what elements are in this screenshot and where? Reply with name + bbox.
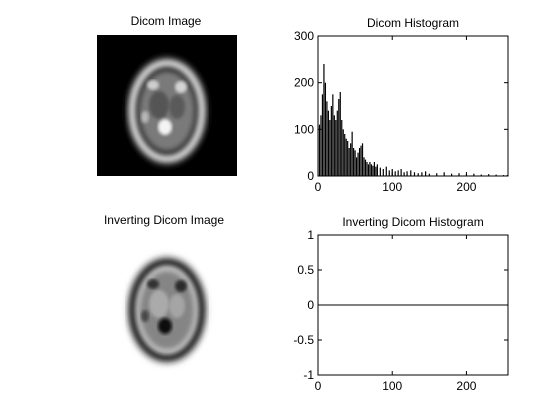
dicom-histogram-bar bbox=[443, 172, 445, 176]
inverted-histogram-title: Inverting Dicom Histogram bbox=[342, 215, 483, 229]
inverted-histogram-ytick-label: -0.5 bbox=[293, 333, 314, 347]
inverted-histogram-xtick-label: 200 bbox=[456, 379, 476, 393]
dicom-histogram-bar bbox=[400, 169, 402, 176]
dicom-histogram-bar bbox=[428, 173, 430, 176]
dicom-histogram-bar bbox=[332, 94, 334, 176]
dicom-histogram-bar bbox=[370, 164, 373, 176]
inverted-histogram-xtick-label: 0 bbox=[315, 379, 322, 393]
dicom-histogram-bar bbox=[338, 99, 340, 176]
dicom-histogram-bar bbox=[375, 166, 377, 176]
dicom-histogram-bar bbox=[360, 145, 362, 176]
dicom-histogram-title: Dicom Histogram bbox=[367, 16, 459, 30]
dicom-histogram-bar bbox=[373, 162, 376, 176]
dicom-histogram-bar bbox=[369, 162, 371, 176]
dicom-histogram-bar bbox=[351, 131, 353, 176]
dicom-histogram-xtick-label: 100 bbox=[382, 180, 402, 194]
dicom-histogram-bar bbox=[488, 174, 490, 176]
inverted-image-render bbox=[97, 234, 237, 375]
dicom-histogram-bar bbox=[350, 143, 352, 176]
dicom-histogram-bar bbox=[425, 171, 427, 176]
dicom-histogram-bar bbox=[364, 159, 367, 176]
inverted-histogram-ytick-label: 0 bbox=[307, 298, 314, 312]
dicom-histogram-bar bbox=[366, 162, 368, 176]
dicom-histogram-bar bbox=[347, 141, 349, 176]
dicom-histogram-ytick-label: 300 bbox=[294, 29, 314, 43]
dicom-histogram-bar bbox=[502, 175, 505, 176]
dicom-histogram-bar bbox=[323, 64, 325, 176]
dicom-histogram-bar bbox=[382, 169, 384, 176]
dicom-histogram-bar bbox=[421, 172, 423, 176]
dicom-histogram-bar bbox=[344, 134, 346, 176]
dicom-histogram-xtick-label: 0 bbox=[315, 180, 322, 194]
dicom-histogram-bar bbox=[406, 171, 408, 176]
inverted-dicom-image bbox=[97, 234, 237, 375]
dicom-histogram-bar bbox=[403, 172, 405, 176]
dicom-histogram-bar bbox=[321, 94, 324, 176]
dicom-histogram-ytick-label: 0 bbox=[307, 169, 314, 183]
dicom-histogram-xtick-label: 200 bbox=[456, 180, 476, 194]
dicom-histogram-bar bbox=[358, 148, 361, 176]
dicom-histogram-bar bbox=[450, 173, 453, 176]
dicom-histogram-bar bbox=[367, 164, 370, 176]
dicom-histogram-bar bbox=[363, 157, 365, 176]
dicom-histogram-ytick-label: 200 bbox=[294, 76, 314, 90]
dicom-histogram-bar bbox=[324, 82, 327, 176]
inverted-histogram-xtick-label: 100 bbox=[382, 379, 402, 393]
dicom-histogram-bar bbox=[417, 173, 419, 176]
dicom-histogram-bar bbox=[458, 173, 460, 176]
dicom-histogram-bar bbox=[372, 165, 374, 176]
dicom-histogram-bar bbox=[348, 148, 350, 176]
dicom-histogram-bar bbox=[335, 120, 337, 176]
dicom-histogram-bar bbox=[495, 174, 497, 176]
dicom-histogram-bar bbox=[480, 174, 482, 176]
dicom-histogram-bar bbox=[355, 157, 358, 176]
dicom-histogram-bar bbox=[318, 124, 321, 176]
dicom-histogram-bar bbox=[410, 170, 412, 176]
dicom-image bbox=[97, 35, 237, 176]
inverted-histogram-ytick-label: 1 bbox=[307, 228, 314, 242]
inverted-image-title: Inverting Dicom Image bbox=[103, 213, 225, 227]
dicom-histogram-bar bbox=[436, 173, 438, 176]
inverted-histogram-ytick-label: 0.5 bbox=[297, 263, 314, 277]
dicom-histogram-bar bbox=[342, 129, 344, 176]
dicom-image-render bbox=[97, 35, 237, 176]
dicom-histogram-bar bbox=[354, 150, 356, 176]
dicom-histogram-bar bbox=[413, 172, 416, 176]
inverted-histogram-ytick-label: -1 bbox=[303, 368, 314, 382]
dicom-histogram-frame bbox=[317, 35, 509, 177]
dicom-histogram-bar bbox=[388, 170, 390, 176]
dicom-histogram-bar bbox=[394, 171, 396, 176]
dicom-histogram-bar bbox=[361, 143, 364, 176]
dicom-histogram-ytick-label: 100 bbox=[294, 122, 314, 136]
dicom-histogram-bar bbox=[353, 148, 355, 176]
dicom-histogram-bar bbox=[336, 110, 338, 176]
dicom-histogram-bar bbox=[345, 138, 347, 176]
dicom-histogram-bar bbox=[327, 110, 329, 176]
dicom-histogram-bar bbox=[385, 166, 387, 176]
dicom-histogram-bar bbox=[341, 120, 343, 176]
dicom-histogram-bar bbox=[376, 164, 378, 176]
dicom-histogram-bar bbox=[473, 173, 475, 176]
dicom-histogram-bar bbox=[329, 120, 331, 176]
dicom-histogram-bar bbox=[333, 115, 335, 176]
dicom-histogram-bar bbox=[379, 167, 381, 176]
dicom-histogram-bar bbox=[357, 152, 359, 176]
dicom-histogram-bar bbox=[320, 115, 322, 176]
dicom-image-title: Dicom Image bbox=[130, 14, 202, 28]
dicom-histogram-bar bbox=[330, 106, 332, 176]
dicom-histogram-bar bbox=[397, 170, 399, 176]
dicom-histogram-bar bbox=[326, 101, 328, 176]
dicom-histogram-bar bbox=[339, 92, 341, 176]
